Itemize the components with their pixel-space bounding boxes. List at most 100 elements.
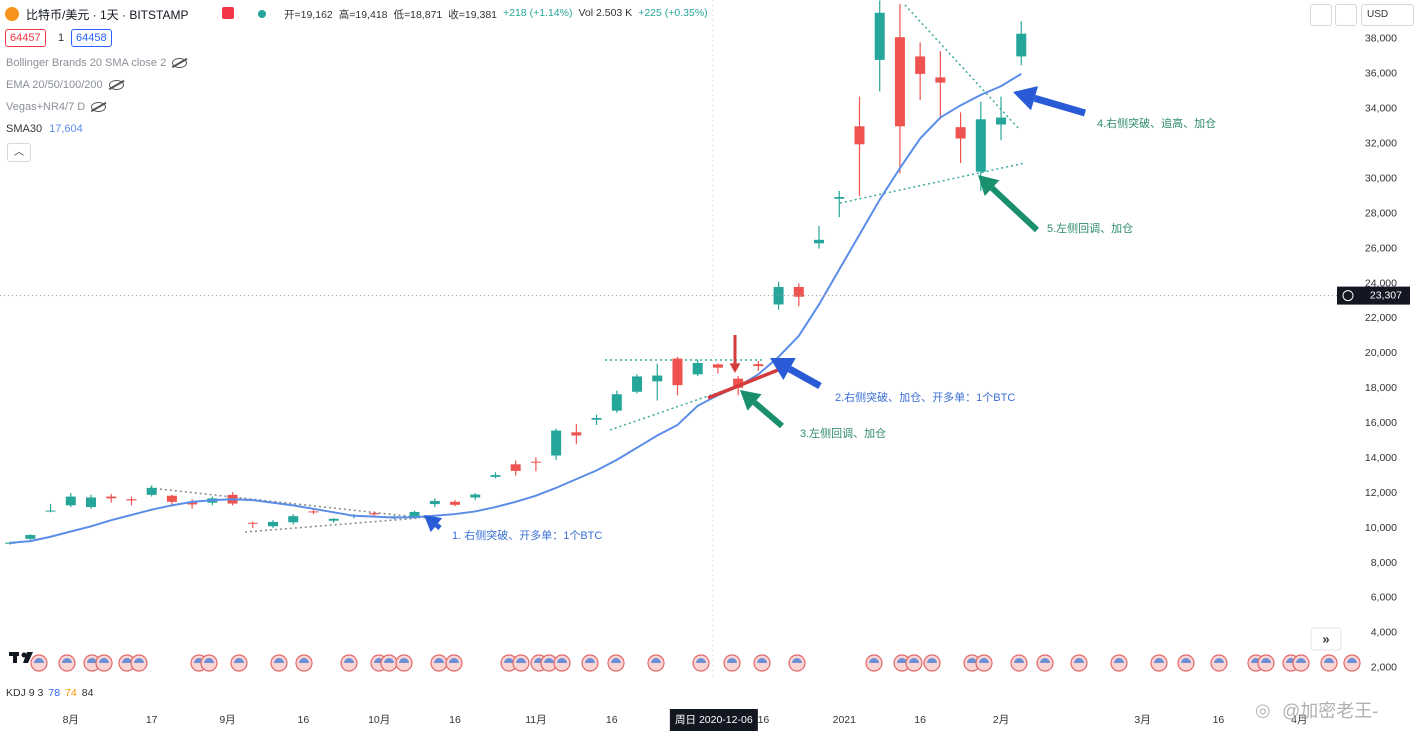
- x-tick-label: 16: [298, 714, 310, 726]
- ohlc-close: 收=19,381: [448, 9, 497, 21]
- candle-body: [470, 494, 481, 498]
- indicator[interactable]: Bollinger Brands 20 SMA close 2: [6, 57, 188, 69]
- event-icon-inner: [792, 658, 802, 663]
- candle-body: [268, 521, 279, 527]
- candle-body: [187, 501, 198, 505]
- candle-body: [490, 475, 501, 477]
- event-icon-inner: [897, 658, 907, 663]
- arrow-shaft: [787, 365, 822, 390]
- indicator-value: 17,604: [49, 123, 83, 135]
- kdj-name: KDJ 9 3: [6, 687, 44, 699]
- symbol: 比特币/美元 · 1天 · BITSTAMP: [26, 8, 189, 22]
- x-tick-label: 11月: [525, 714, 546, 726]
- x-tick-label: 16: [758, 714, 770, 726]
- event-icon-inner: [504, 658, 514, 663]
- event-icon-inner: [344, 658, 354, 663]
- event-icon-inner: [87, 658, 97, 663]
- event-icon-inner: [516, 658, 526, 663]
- y-tick-label: 32,000: [1365, 138, 1397, 150]
- candle-body: [854, 126, 865, 145]
- candle-body: [551, 430, 562, 456]
- plot-area: [5, 0, 1027, 680]
- currency-select[interactable]: USD: [1361, 4, 1414, 26]
- event-icon-inner: [1296, 658, 1306, 663]
- ohlc-row: 开=19,162 高=19,418 低=18,871 收=19,381 +218…: [284, 7, 708, 22]
- download-button[interactable]: [1310, 4, 1332, 26]
- kdj-j: 84: [81, 687, 94, 699]
- sell-button[interactable]: 64457: [5, 29, 46, 47]
- highlight-segment: [707, 368, 779, 400]
- event-icon-inner: [1214, 658, 1224, 663]
- candle-body: [126, 499, 137, 501]
- indicator-name: Bollinger Brands 20 SMA close 2: [6, 57, 167, 69]
- candle-body: [5, 542, 16, 544]
- event-icon-inner: [1154, 658, 1164, 663]
- refresh-button[interactable]: [1335, 4, 1357, 26]
- flag-icon: [222, 7, 234, 19]
- y-tick-label: 24,000: [1365, 277, 1397, 289]
- candle-body: [793, 286, 804, 297]
- y-tick-label: 16,000: [1365, 417, 1397, 429]
- event-icon-inner: [557, 658, 567, 663]
- candle-body: [712, 364, 723, 368]
- scroll-icon: »: [1322, 631, 1329, 646]
- buy-button[interactable]: 64458: [71, 29, 112, 47]
- y-tick-label: 34,000: [1365, 103, 1397, 115]
- candle-body: [834, 197, 845, 199]
- indicator-name: Vegas+NR4/7 D: [6, 101, 86, 113]
- x-tick-label: 17: [146, 714, 158, 726]
- candle-body: [106, 496, 117, 499]
- ohlc-change: +218 (+1.14%): [503, 7, 573, 19]
- annotation: 3.左侧回调、加仓: [800, 428, 887, 440]
- candle-body: [915, 56, 926, 74]
- indicator[interactable]: SMA30 17,604: [6, 123, 83, 135]
- event-icon-inner: [34, 658, 44, 663]
- y-tick-label: 30,000: [1365, 172, 1397, 184]
- x-tick-label: 8月: [63, 714, 79, 726]
- candle-body: [25, 535, 36, 539]
- collapse-button[interactable]: ︿: [7, 143, 31, 162]
- annotation: 4.右侧突破、追高、加仓: [1097, 118, 1217, 130]
- event-icon-inner: [134, 658, 144, 663]
- ohlc-low: 低=18,871: [393, 9, 443, 21]
- event-icon-inner: [99, 658, 109, 663]
- y-tick-label: 18,000: [1365, 382, 1397, 394]
- candle-body: [146, 487, 157, 495]
- candle-body: [429, 500, 440, 505]
- event-icon-inner: [299, 658, 309, 663]
- indicator[interactable]: EMA 20/50/100/200: [6, 79, 124, 91]
- arrow-head: [729, 363, 741, 373]
- watermark: @加密老王-: [1282, 701, 1379, 721]
- event-icon-inner: [979, 658, 989, 663]
- candle-body: [369, 513, 380, 515]
- y-tick-label: 8,000: [1371, 557, 1397, 569]
- candle-body: [652, 375, 663, 382]
- candle-body: [814, 239, 825, 244]
- candle-body: [773, 286, 784, 305]
- scroll-button[interactable]: [1310, 627, 1342, 651]
- candle-body: [510, 464, 521, 471]
- crosshair-label-bg: [669, 709, 758, 731]
- event-icon-inner: [1324, 658, 1334, 663]
- event-icon-inner: [274, 658, 284, 663]
- y-tick-label: 26,000: [1365, 242, 1397, 254]
- event-icon-inner: [1014, 658, 1024, 663]
- candle-body: [672, 358, 683, 386]
- x-tick-label: 16: [1213, 714, 1225, 726]
- candle-body: [692, 362, 703, 375]
- kdj-d: 74: [65, 687, 77, 699]
- event-icon-inner: [869, 658, 879, 663]
- y-tick-label: 2,000: [1371, 662, 1397, 674]
- candle-body: [753, 364, 764, 367]
- trend-line: [839, 162, 1026, 204]
- indicator[interactable]: Vegas+NR4/7 D: [6, 101, 107, 113]
- candle-body: [328, 518, 339, 521]
- x-tick-label: 16: [449, 714, 461, 726]
- event-icon-inner: [449, 658, 459, 663]
- event-icon-inner: [927, 658, 937, 663]
- candle-body: [65, 496, 76, 506]
- candle-body: [611, 394, 622, 411]
- event-icon-inner: [651, 658, 661, 663]
- event-icon-inner: [434, 658, 444, 663]
- event-icon-inner: [967, 658, 977, 663]
